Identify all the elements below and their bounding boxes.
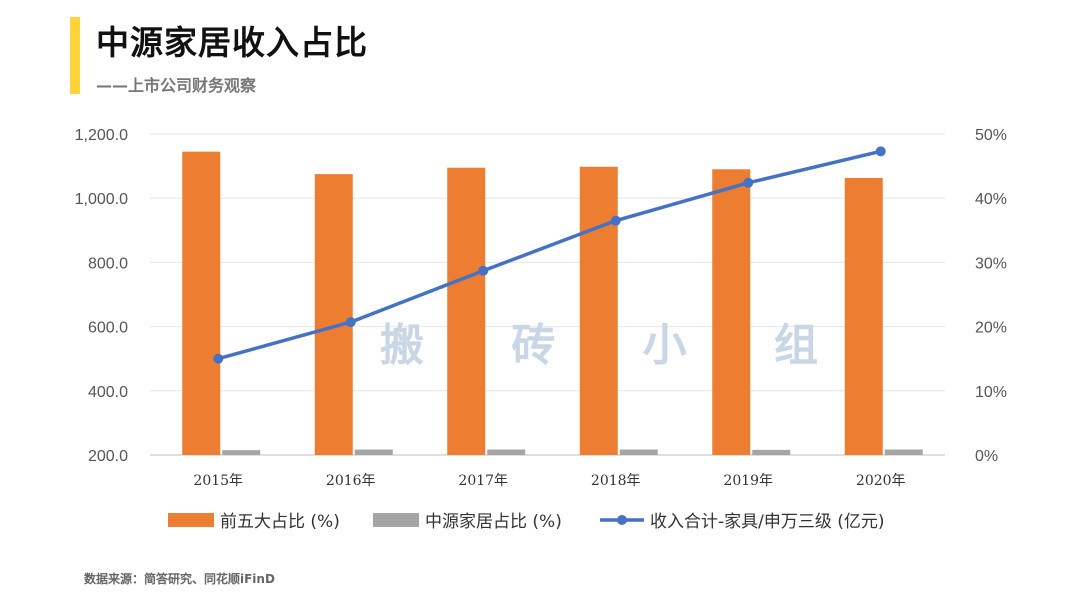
- bar-company-share: [487, 449, 526, 455]
- legend-label-company: 中源家居占比 (%): [425, 512, 562, 532]
- legend: 前五大占比 (%) 中源家居占比 (%) 收入合计-家具/申万三级 (亿元): [168, 512, 885, 532]
- legend-label-revenue: 收入合计-家具/申万三级 (亿元): [650, 512, 885, 532]
- page-subtitle: ——上市公司财务观察: [96, 76, 257, 95]
- legend-label-top5: 前五大占比 (%): [220, 512, 340, 532]
- x-tick-label: 2016年: [326, 473, 376, 489]
- data-source: 数据来源：简答研究、同花顺iFinD: [84, 572, 275, 586]
- bar-top5-share: [314, 174, 353, 455]
- bar-top5-share: [712, 169, 751, 455]
- y-right-tick-label: 30%: [975, 255, 1007, 272]
- bar-top5-share: [844, 177, 883, 456]
- y-right-tick-label: 40%: [975, 191, 1007, 208]
- y-left-tick-label: 800.0: [88, 255, 128, 272]
- x-tick-label: 2019年: [723, 473, 773, 489]
- bar-company-share: [884, 449, 923, 455]
- y-right-tick-label: 20%: [975, 320, 1007, 337]
- gridlines: [150, 133, 945, 456]
- x-axis: 2015年 2016年 2017年 2018年 2019年 2020年: [193, 473, 905, 489]
- revenue-point: [743, 177, 754, 188]
- y-left-tick-label: 400.0: [88, 384, 128, 401]
- page-title: 中源家居收入占比: [96, 23, 368, 62]
- revenue-point: [478, 265, 489, 276]
- revenue-point: [875, 146, 886, 157]
- legend-marker-revenue: [617, 515, 627, 525]
- bar-company-share: [354, 449, 393, 455]
- y-axis-left: 200.0 400.0 600.0 800.0 1,000.0 1,200.0: [75, 127, 128, 465]
- y-axis-right: 0% 10% 20% 30% 40% 50%: [975, 127, 1007, 465]
- legend-swatch-company: [373, 513, 419, 527]
- revenue-point: [213, 353, 224, 364]
- y-right-tick-label: 10%: [975, 384, 1007, 401]
- y-left-tick-label: 1,000.0: [75, 191, 128, 208]
- y-right-tick-label: 0%: [975, 448, 998, 465]
- bar-company-share: [752, 449, 791, 455]
- bar-top5-share: [579, 166, 618, 455]
- bar-company-share: [222, 450, 261, 455]
- legend-swatch-top5: [168, 513, 214, 527]
- bar-top5-share: [447, 167, 486, 455]
- x-tick-label: 2017年: [458, 473, 508, 489]
- title-accent-bar: [70, 17, 80, 94]
- bar-company-share: [619, 449, 658, 455]
- y-left-tick-label: 200.0: [88, 448, 128, 465]
- x-tick-label: 2015年: [193, 473, 243, 489]
- revenue-line: [213, 146, 886, 364]
- x-tick-label: 2018年: [591, 473, 641, 489]
- revenue-point: [610, 215, 621, 226]
- x-tick-label: 2020年: [856, 473, 906, 489]
- y-right-tick-label: 50%: [975, 127, 1007, 144]
- bar-top5-share: [182, 151, 221, 455]
- revenue-point: [345, 317, 356, 328]
- y-left-tick-label: 1,200.0: [75, 127, 128, 144]
- y-left-tick-label: 600.0: [88, 320, 128, 337]
- bars: [182, 151, 923, 456]
- revenue-line-path: [217, 149, 882, 361]
